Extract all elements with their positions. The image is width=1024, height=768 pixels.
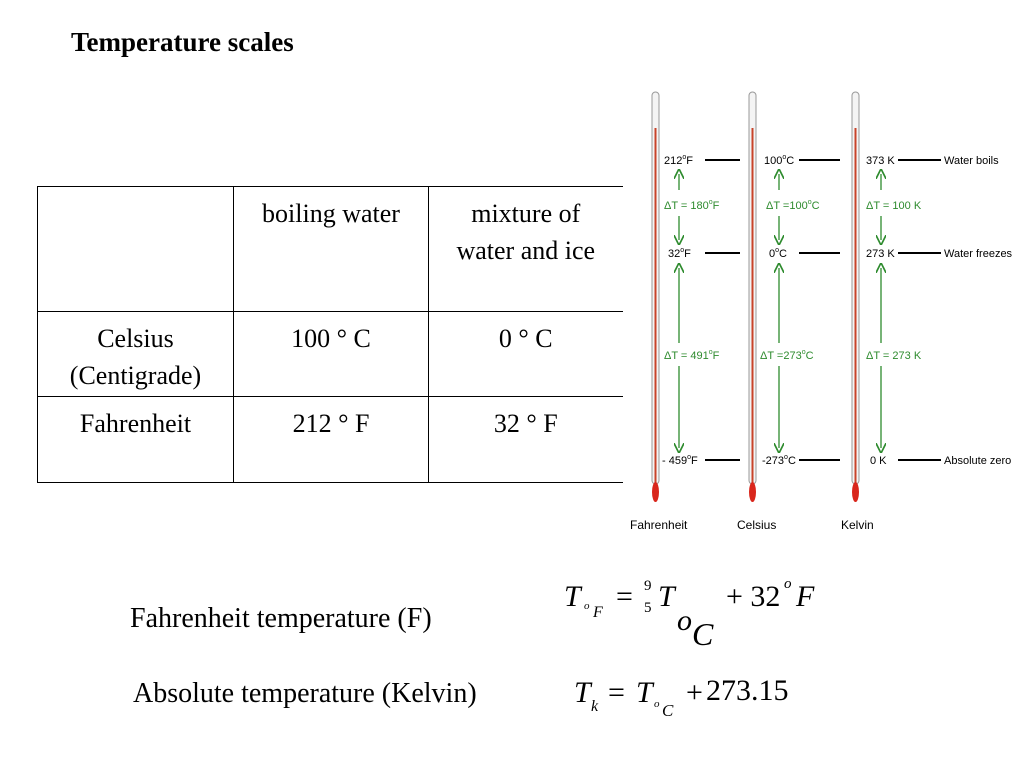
kelvin-dt-lower: ΔT = 273 K [866, 350, 922, 362]
celsius-mid-label: 0oC [769, 247, 787, 260]
celsius-bottom-label: -273oC [762, 454, 796, 467]
thermometer-diagram: 212oF 32oF - 459oF ΔT = 180oF ΔT = 491oF… [630, 91, 1013, 532]
temperature-table: boiling water mixture of water and ice C… [37, 186, 623, 483]
formula-constant: 273.15 [706, 674, 789, 707]
fahrenheit-dt-lower: ΔT = 491oF [664, 349, 720, 362]
celsius-bulb [749, 482, 756, 502]
formula-symbol: T [636, 676, 653, 709]
fraction-numerator: 9 [644, 578, 652, 594]
formula-constant: + 32 [726, 580, 781, 613]
celsius-caption: Celsius [737, 518, 776, 532]
celsius-thermometer: 100oC 0oC -273oC ΔT =100oC ΔT =273oC Cel… [737, 91, 840, 532]
formula-subscript: o [654, 698, 660, 710]
formula-subscript: o [677, 604, 692, 637]
fahrenheit-boiling-cell: 212 ° F [233, 396, 429, 483]
table-header-empty [37, 186, 234, 312]
fraction-denominator: 5 [644, 600, 652, 616]
fahrenheit-freezing-cell: 32 ° F [428, 396, 623, 483]
row-label-celsius: Celsius (Centigrade) [37, 311, 234, 397]
kelvin-bottom-label: 0 K [870, 455, 887, 467]
celsius-dt-lower: ΔT =273oC [760, 349, 814, 362]
table-header-boiling: boiling water [233, 186, 429, 312]
celsius-line-2: (Centigrade) [69, 361, 202, 390]
table-row: Celsius (Centigrade) 100 ° C 0 ° C [37, 311, 623, 397]
marker-water-boils: Water boils [944, 155, 999, 167]
formula-subscript: F [593, 604, 603, 621]
formula-plus: + [686, 676, 703, 709]
fahrenheit-dt-upper: ΔT = 180oF [664, 199, 720, 212]
fahrenheit-thermometer: 212oF 32oF - 459oF ΔT = 180oF ΔT = 491oF… [630, 91, 740, 532]
formula-symbol: T [564, 580, 581, 613]
table-header-row: boiling water mixture of water and ice [37, 186, 623, 312]
fahrenheit-formula-label: Fahrenheit temperature (F) [130, 603, 432, 634]
formula-superscript: o [784, 576, 792, 592]
kelvin-thermometer: 373 K 273 K 0 K ΔT = 100 K ΔT = 273 K Ke… [841, 91, 941, 532]
formula-subscript: C [692, 616, 714, 652]
celsius-top-label: 100oC [764, 154, 794, 167]
mixture-line-1: mixture of [471, 199, 581, 228]
page-title: Temperature scales [71, 27, 294, 57]
celsius-dt-upper: ΔT =100oC [766, 199, 820, 212]
celsius-mercury [751, 128, 754, 483]
formula-subscript: k [591, 698, 599, 715]
formula-symbol: T [574, 676, 591, 709]
marker-absolute-zero: Absolute zero [944, 455, 1011, 467]
table-row: Fahrenheit 212 ° F 32 ° F [37, 396, 623, 483]
kelvin-formula: T k = T o C + 273.15 [570, 672, 810, 732]
fahrenheit-formula: T o F = 9 5 T o C + 32 o F [560, 574, 830, 654]
fahrenheit-top-label: 212oF [664, 154, 693, 167]
formula-symbol: T [658, 580, 675, 613]
fahrenheit-caption: Fahrenheit [630, 518, 688, 532]
fahrenheit-mid-label: 32oF [668, 247, 691, 260]
kelvin-top-label: 373 K [866, 155, 895, 167]
kelvin-bulb [852, 482, 859, 502]
row-label-fahrenheit: Fahrenheit [37, 396, 234, 483]
kelvin-mercury [854, 128, 857, 483]
kelvin-formula-label: Absolute temperature (Kelvin) [133, 678, 477, 709]
kelvin-dt-upper: ΔT = 100 K [866, 200, 922, 212]
fahrenheit-mercury [654, 128, 657, 483]
formula-subscript: o [584, 600, 590, 612]
table-header-mixture: mixture of water and ice [428, 186, 623, 312]
kelvin-mid-label: 273 K [866, 248, 895, 260]
formula-equals: = [608, 676, 625, 709]
celsius-line-1: Celsius [97, 324, 174, 353]
fahrenheit-bulb [652, 482, 659, 502]
celsius-freezing-cell: 0 ° C [428, 311, 623, 397]
formula-equals: = [616, 580, 633, 613]
mixture-line-2: water and ice [456, 236, 596, 265]
formula-unit: F [796, 580, 815, 613]
marker-water-freezes: Water freezes [944, 248, 1013, 260]
formula-subscript: C [662, 701, 674, 720]
fahrenheit-bottom-label: - 459oF [662, 454, 698, 467]
celsius-boiling-cell: 100 ° C [233, 311, 429, 397]
kelvin-caption: Kelvin [841, 518, 874, 532]
